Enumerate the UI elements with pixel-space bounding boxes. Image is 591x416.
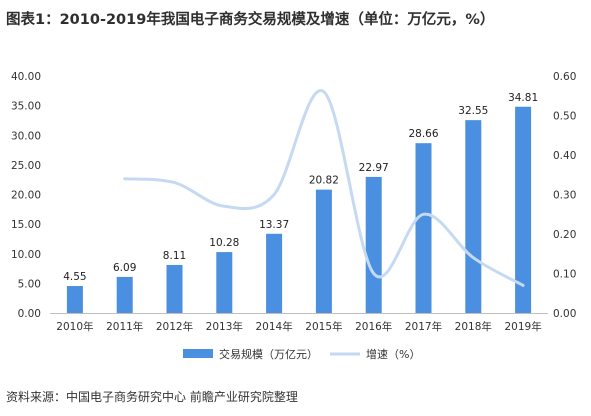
x-tick-label: 2015年 xyxy=(305,320,342,333)
x-tick-label: 2019年 xyxy=(504,320,541,333)
bar xyxy=(515,106,532,313)
bar xyxy=(365,176,382,313)
x-tick-label: 2017年 xyxy=(405,320,442,333)
legend-bar-swatch xyxy=(183,349,213,358)
x-tick-label: 2016年 xyxy=(355,320,392,333)
left-tick-label: 10.00 xyxy=(11,249,41,261)
bar-data-label: 28.66 xyxy=(408,128,438,140)
left-tick-label: 35.00 xyxy=(11,101,41,113)
bar xyxy=(465,120,482,313)
growth-rate-line xyxy=(123,89,525,287)
bar-data-label: 13.37 xyxy=(259,219,289,231)
bar xyxy=(116,276,133,313)
bar-data-label: 4.55 xyxy=(63,271,86,283)
x-tick-label: 2018年 xyxy=(455,320,492,333)
right-tick-label: 0.50 xyxy=(553,111,576,123)
right-tick-label: 0.00 xyxy=(553,308,576,320)
x-tick-label: 2013年 xyxy=(206,320,243,333)
x-tick-label: 2014年 xyxy=(255,320,292,333)
bar-data-label: 22.97 xyxy=(359,162,389,174)
x-tick-label: 2012年 xyxy=(156,320,193,333)
bar-data-label: 10.28 xyxy=(209,237,239,249)
left-tick-label: 40.00 xyxy=(11,71,41,83)
left-tick-label: 15.00 xyxy=(11,219,41,231)
right-tick-label: 0.10 xyxy=(553,269,576,281)
bar-data-label: 32.55 xyxy=(458,105,488,117)
x-axis-ticks: 2010年 2011年 2012年 2013年 2014年 2015年 2016年 2017年… xyxy=(56,320,541,333)
left-tick-label: 30.00 xyxy=(11,130,41,142)
right-axis-ticks: 0.00 0.10 0.20 0.30 0.40 0.50 0.60 xyxy=(553,71,576,320)
source-note: 资料来源：中国电子商务研究中心 前瞻产业研究院整理 xyxy=(6,390,298,404)
left-tick-label: 0.00 xyxy=(18,308,41,320)
left-tick-label: 20.00 xyxy=(11,190,41,202)
bar xyxy=(266,233,283,313)
chart: 0.00 5.00 10.00 15.00 20.00 25.00 30.00 35.00 40… xyxy=(11,71,576,361)
right-tick-label: 0.40 xyxy=(553,150,576,162)
bar-data-label: 6.09 xyxy=(113,262,136,274)
legend-line-label: 增速（%） xyxy=(366,347,420,361)
bar-series xyxy=(66,106,532,313)
right-tick-label: 0.20 xyxy=(553,229,576,241)
bar-data-label: 34.81 xyxy=(508,92,538,104)
x-tick-label: 2011年 xyxy=(106,320,143,333)
left-tick-label: 25.00 xyxy=(11,160,41,172)
bar xyxy=(66,286,83,313)
left-tick-label: 5.00 xyxy=(18,278,41,290)
right-tick-label: 0.30 xyxy=(553,190,576,202)
bar-data-labels: 4.55 6.09 8.11 10.28 13.37 20.82 22.97 28.66 32.… xyxy=(63,92,538,283)
bar xyxy=(415,143,432,313)
bar-data-label: 20.82 xyxy=(309,175,339,187)
right-tick-label: 0.60 xyxy=(553,71,576,83)
chart-title: 图表1：2010-2019年我国电子商务交易规模及增速（单位：万亿元，%） xyxy=(6,12,495,28)
x-tick-label: 2010年 xyxy=(56,320,93,333)
legend-bar-label: 交易规模（万亿元） xyxy=(219,347,318,361)
legend: 交易规模（万亿元） 增速（%） xyxy=(183,347,420,361)
bar xyxy=(315,189,332,313)
bar xyxy=(216,252,233,313)
left-axis-ticks: 0.00 5.00 10.00 15.00 20.00 25.00 30.00 35.00 40… xyxy=(11,71,41,320)
bar-data-label: 8.11 xyxy=(163,250,186,262)
bar xyxy=(166,264,183,313)
